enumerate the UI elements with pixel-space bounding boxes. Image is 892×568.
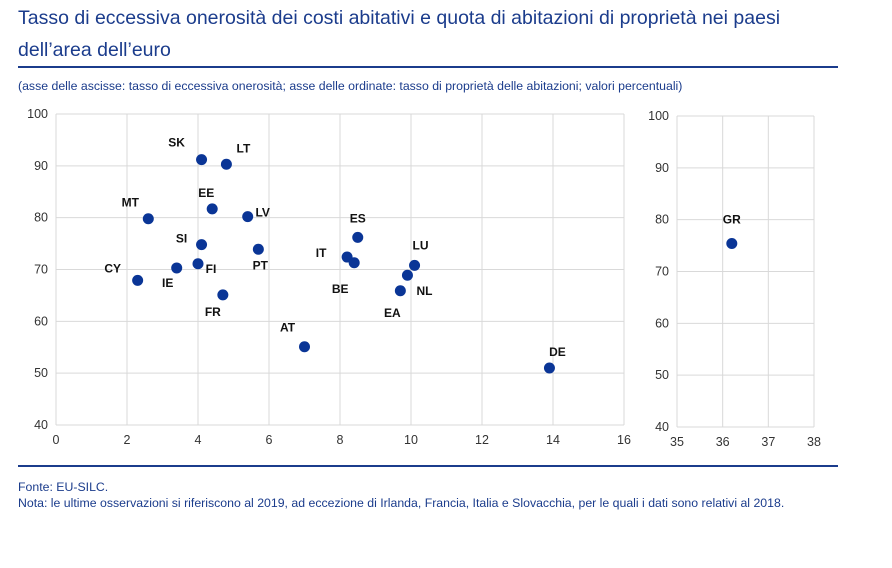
x-tick-label: 35 bbox=[670, 435, 684, 449]
y-tick-label: 80 bbox=[34, 211, 48, 225]
x-tick-label: 16 bbox=[617, 433, 631, 447]
x-tick-label: 2 bbox=[124, 433, 131, 447]
data-label-lt: LT bbox=[237, 141, 251, 155]
data-point-si bbox=[196, 239, 208, 251]
data-point-ie bbox=[171, 262, 183, 274]
data-point-gr bbox=[726, 238, 738, 250]
data-label-sk: SK bbox=[168, 136, 185, 150]
data-point-mt bbox=[142, 213, 154, 225]
data-point-lv bbox=[242, 211, 254, 223]
data-point-cy bbox=[132, 274, 144, 286]
data-point-be bbox=[348, 257, 360, 269]
data-label-gr: GR bbox=[723, 213, 741, 227]
data-label-cy: CY bbox=[104, 261, 121, 275]
y-tick-label: 80 bbox=[655, 213, 669, 227]
data-label-be: BE bbox=[332, 282, 349, 296]
data-label-de: DE bbox=[549, 345, 566, 359]
y-tick-label: 100 bbox=[27, 107, 48, 121]
chart-title: Tasso di eccessiva onerosità dei costi a… bbox=[18, 7, 781, 61]
data-point-lu bbox=[409, 259, 421, 271]
data-point-de bbox=[543, 362, 555, 374]
chart-panel-1: 40 50 60 70 80 90 100 0 2 4 6 8 10 12 14 16 SK LT EE MT LV SI… bbox=[27, 107, 631, 447]
data-point-sk bbox=[196, 154, 208, 166]
data-point-at bbox=[299, 341, 310, 353]
data-label-nl: NL bbox=[416, 284, 432, 298]
y-tick-label: 100 bbox=[648, 109, 669, 123]
data-label-fr: FR bbox=[205, 305, 221, 319]
data-point-ea bbox=[394, 285, 406, 297]
data-label-ea: EA bbox=[384, 306, 401, 320]
top-divider bbox=[18, 66, 838, 68]
x-tick-label: 8 bbox=[337, 433, 344, 447]
data-label-lv: LV bbox=[255, 206, 269, 220]
data-point-lt bbox=[220, 158, 232, 170]
x-tick-label: 6 bbox=[266, 433, 273, 447]
y-tick-label: 60 bbox=[655, 316, 669, 330]
data-label-ie: IE bbox=[162, 276, 173, 290]
x-tick-label: 36 bbox=[716, 435, 730, 449]
chart-subtitle: (asse delle ascisse: tasso di eccessiva … bbox=[18, 79, 683, 93]
data-label-at: AT bbox=[280, 321, 296, 335]
data-label-es: ES bbox=[350, 211, 366, 225]
data-label-pt: PT bbox=[253, 258, 269, 272]
data-label-fi: FI bbox=[206, 262, 217, 276]
data-label-it: IT bbox=[316, 246, 327, 260]
y-tick-label: 40 bbox=[34, 418, 48, 432]
bottom-divider bbox=[18, 465, 838, 467]
y-tick-label: 90 bbox=[655, 161, 669, 175]
x-tick-label: 0 bbox=[53, 433, 60, 447]
x-tick-label: 37 bbox=[761, 435, 775, 449]
data-label-ee: EE bbox=[198, 186, 214, 200]
y-tick-label: 50 bbox=[655, 368, 669, 382]
data-point-pt bbox=[252, 243, 264, 255]
data-label-lu: LU bbox=[413, 238, 429, 252]
y-tick-label: 50 bbox=[34, 366, 48, 380]
footnote: Nota: le ultime osservazioni si riferisc… bbox=[18, 496, 785, 510]
x-tick-label: 10 bbox=[404, 433, 418, 447]
y-tick-label: 70 bbox=[655, 265, 669, 279]
data-label-mt: MT bbox=[122, 196, 140, 210]
source-note: Fonte: EU-SILC. bbox=[18, 480, 109, 494]
y-tick-label: 90 bbox=[34, 159, 48, 173]
data-point-es bbox=[352, 231, 364, 243]
data-point-fi bbox=[192, 258, 204, 270]
x-tick-label: 38 bbox=[807, 435, 821, 449]
data-point-fr bbox=[217, 289, 229, 301]
x-tick-label: 14 bbox=[546, 433, 560, 447]
chart-panel-2: 40 50 60 70 80 90 100 35 36 37 38 GR bbox=[648, 109, 821, 449]
y-tick-label: 60 bbox=[34, 314, 48, 328]
data-label-si: SI bbox=[176, 232, 187, 246]
y-tick-label: 40 bbox=[655, 420, 669, 434]
data-point-ee bbox=[206, 203, 218, 215]
data-point-nl bbox=[401, 269, 413, 281]
y-tick-label: 70 bbox=[34, 263, 48, 277]
x-tick-label: 4 bbox=[195, 433, 202, 447]
x-tick-label: 12 bbox=[475, 433, 489, 447]
